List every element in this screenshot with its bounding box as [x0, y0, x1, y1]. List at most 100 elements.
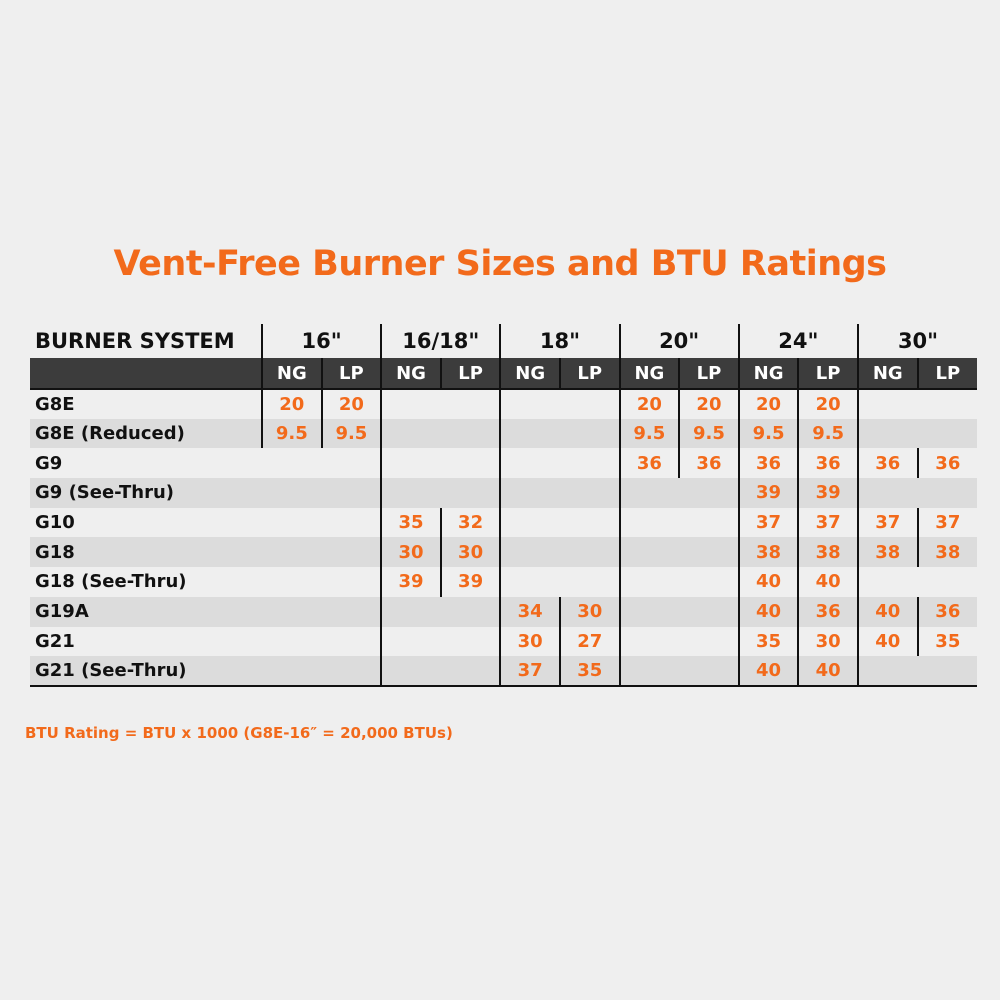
btu-value [440, 418, 501, 449]
btu-value [322, 627, 382, 657]
btu-value: 20 [678, 389, 739, 419]
btu-value [918, 389, 978, 419]
btu-value [380, 478, 441, 508]
btu-value [679, 627, 739, 657]
btu-value: 9.5 [261, 418, 322, 449]
btu-value [441, 627, 501, 657]
btu-value: 40 [797, 567, 858, 597]
btu-value: 30 [439, 537, 501, 568]
btu-value [618, 507, 680, 538]
btu-value: 20 [618, 389, 680, 419]
btu-value [679, 478, 739, 508]
btu-value [499, 418, 560, 449]
size-header-row: BURNER SYSTEM 16" 16/18" 18" 20" 24" 30" [30, 324, 978, 358]
footnote: BTU Rating = BTU x 1000 (G8E-16″ = 20,00… [25, 724, 453, 742]
btu-value [499, 448, 560, 479]
btu-value: 40 [737, 596, 799, 627]
btu-value: 30 [797, 626, 858, 657]
burner-system-header: BURNER SYSTEM [35, 329, 235, 353]
btu-value [262, 627, 322, 657]
btu-value [679, 567, 739, 597]
btu-value: 30 [558, 596, 620, 627]
burner-name: G10 [35, 512, 75, 534]
btu-value [440, 596, 501, 627]
fuel-header: NG [499, 358, 560, 390]
btu-value [322, 448, 382, 478]
btu-value [856, 567, 918, 597]
btu-value: 30 [499, 626, 560, 657]
btu-value [559, 537, 620, 568]
fuel-header: LP [916, 358, 978, 390]
btu-value [499, 507, 560, 538]
table-row: G19A 34 30 40 36 40 36 [30, 596, 978, 627]
btu-value: 20 [320, 389, 382, 419]
fuel-header: NG [261, 358, 322, 390]
btu-value [618, 626, 680, 657]
burner-name: G19A [30, 596, 262, 627]
btu-value [262, 448, 322, 478]
btu-table: BURNER SYSTEM 16" 16/18" 18" 20" 24" 30" NG LP NG… [30, 324, 978, 687]
btu-value [856, 656, 918, 687]
size-header: 30" [856, 324, 978, 358]
fuel-header: NG [618, 358, 680, 390]
btu-value [618, 567, 680, 597]
btu-value [856, 478, 918, 508]
table-row: G8E 20 20 20 20 20 20 [30, 389, 977, 419]
btu-value [559, 418, 620, 449]
btu-value [262, 567, 322, 597]
burner-name: G9 (See-Thru) [30, 478, 262, 508]
btu-value [262, 478, 322, 508]
fuel-header: NG [380, 358, 441, 390]
btu-value: 40 [856, 626, 918, 657]
btu-value: 20 [261, 389, 322, 419]
table-row: G18 30 30 38 38 38 38 [30, 537, 978, 568]
table-row: G21 (See-Thru) 37 35 40 40 [30, 656, 978, 687]
burner-name: G18 [30, 537, 262, 568]
fuel-header: NG [737, 358, 799, 390]
btu-value [917, 418, 978, 449]
burner-name: G21 [35, 630, 75, 652]
btu-value [321, 596, 382, 627]
btu-value: 9.5 [320, 418, 382, 449]
btu-value [262, 596, 322, 627]
btu-value: 36 [618, 448, 680, 479]
btu-value [499, 389, 560, 419]
burner-name: G21 (See-Thru) [30, 656, 262, 687]
fuel-header: LP [558, 358, 620, 390]
btu-value: 20 [797, 389, 858, 419]
burner-name: G8E [35, 393, 75, 415]
btu-value [559, 478, 620, 508]
btu-value [618, 656, 680, 687]
btu-value [499, 478, 560, 508]
btu-value [856, 389, 918, 419]
btu-value [321, 656, 382, 687]
btu-value: 40 [737, 656, 799, 687]
btu-value: 35 [737, 626, 799, 657]
fuel-header: LP [678, 358, 739, 390]
btu-value [322, 567, 382, 597]
btu-value [380, 418, 441, 449]
page-title: Vent-Free Burner Sizes and BTU Ratings [113, 244, 888, 284]
table-row: G21 30 27 35 30 40 35 [30, 626, 978, 657]
btu-value: 38 [916, 537, 978, 568]
burner-name: G9 [35, 452, 63, 474]
btu-value [321, 537, 382, 568]
btu-value [856, 418, 918, 449]
btu-value [618, 596, 680, 627]
btu-value: 36 [737, 448, 799, 479]
fuel-header: LP [797, 358, 858, 390]
btu-value: 36 [797, 448, 858, 479]
size-header: 16" [260, 324, 382, 358]
size-header: 18" [499, 324, 620, 358]
btu-value [679, 596, 739, 627]
btu-value: 36 [916, 596, 978, 627]
size-header: 20" [618, 324, 739, 358]
btu-value [560, 389, 620, 419]
btu-value: 9.5 [618, 418, 680, 449]
btu-value [322, 508, 382, 538]
size-header: 24" [737, 324, 858, 358]
btu-value: 27 [558, 626, 620, 657]
btu-value: 9.5 [737, 418, 799, 449]
btu-value: 39 [737, 478, 799, 508]
btu-value: 36 [856, 448, 918, 479]
